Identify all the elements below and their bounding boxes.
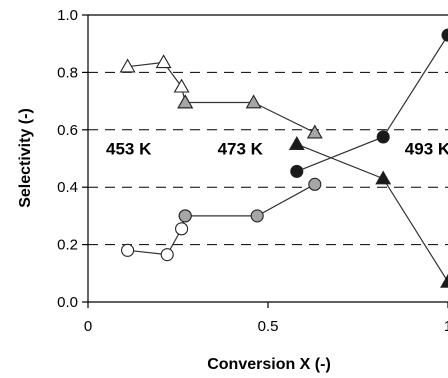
x-axis-title: Conversion X (-) bbox=[207, 356, 331, 373]
temperature-label: 453 K bbox=[106, 139, 152, 158]
data-point-triangle bbox=[119, 58, 136, 73]
data-point-triangle bbox=[288, 136, 305, 150]
y-axis-title: Selectivity (-) bbox=[17, 108, 34, 208]
annotations: 453 K 473 K 493 K bbox=[106, 139, 448, 158]
data-point-circle bbox=[178, 209, 192, 223]
y-tick-label: 0.6 bbox=[57, 122, 78, 139]
data-point-triangle bbox=[440, 273, 448, 288]
data-point-circle bbox=[160, 248, 174, 262]
data-point-triangle bbox=[245, 94, 262, 109]
data-point-circle bbox=[308, 177, 322, 191]
data-point-circle bbox=[175, 222, 189, 236]
data-point-circle bbox=[376, 130, 390, 144]
y-tick-label: 1.0 bbox=[57, 7, 78, 24]
data-point-triangle bbox=[155, 54, 172, 69]
temperature-label: 493 K bbox=[405, 139, 448, 158]
y-ticks: 0.0 0.2 0.4 0.6 0.8 1.0 bbox=[57, 7, 88, 311]
series-line bbox=[127, 215, 186, 256]
grid-lines bbox=[88, 71, 448, 246]
x-ticks: 00.51 bbox=[84, 302, 448, 335]
series-line bbox=[127, 61, 186, 103]
data-point-circle bbox=[250, 209, 264, 223]
data-point-circle bbox=[121, 243, 135, 257]
data-point-triangle bbox=[306, 124, 323, 139]
data-point-circle bbox=[441, 28, 448, 42]
x-tick-label: 1 bbox=[444, 318, 448, 335]
data-point-triangle bbox=[173, 78, 190, 93]
data-point-triangle bbox=[177, 94, 194, 109]
series-line bbox=[185, 183, 316, 217]
x-tick-label: 0 bbox=[84, 318, 92, 335]
x-tick-label: 0.5 bbox=[258, 318, 279, 335]
temperature-label: 473 K bbox=[218, 139, 264, 158]
y-tick-label: 0.0 bbox=[57, 294, 78, 311]
data-point-circle bbox=[290, 164, 304, 178]
series bbox=[119, 28, 448, 288]
y-tick-label: 0.8 bbox=[57, 64, 78, 81]
data-point-triangle bbox=[375, 170, 392, 185]
y-tick-label: 0.2 bbox=[57, 237, 78, 254]
series-line bbox=[296, 143, 448, 283]
y-tick-label: 0.4 bbox=[57, 179, 78, 196]
axes bbox=[87, 14, 448, 303]
